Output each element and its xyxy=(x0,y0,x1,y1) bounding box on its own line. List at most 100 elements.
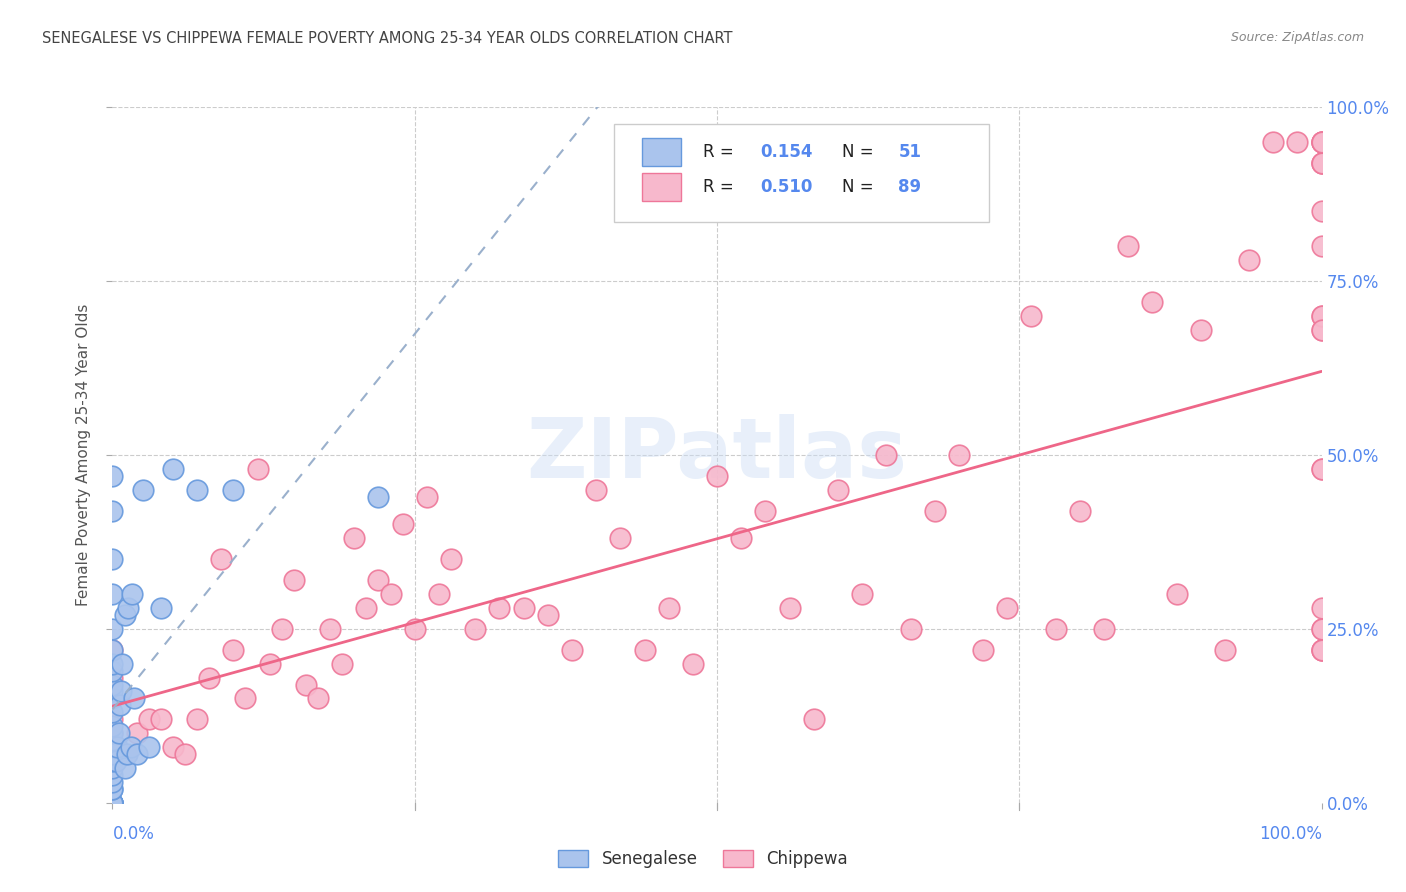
Point xyxy=(138,740,160,755)
Point xyxy=(1310,135,1333,149)
Point xyxy=(101,726,124,740)
Point xyxy=(1310,135,1333,149)
Point xyxy=(730,532,752,546)
Point xyxy=(132,483,155,497)
Point xyxy=(391,517,413,532)
Point xyxy=(404,622,426,636)
Point xyxy=(512,601,534,615)
Point xyxy=(1310,642,1333,657)
Point xyxy=(101,796,124,810)
Point xyxy=(1237,253,1260,268)
Point xyxy=(356,601,378,615)
Point xyxy=(900,622,922,636)
Point xyxy=(101,642,124,657)
Y-axis label: Female Poverty Among 25-34 Year Olds: Female Poverty Among 25-34 Year Olds xyxy=(76,304,91,606)
Point xyxy=(105,754,128,768)
Point xyxy=(101,768,124,782)
Point xyxy=(101,706,124,720)
Point xyxy=(101,587,124,601)
Point xyxy=(101,747,124,761)
Point xyxy=(101,761,124,775)
Point xyxy=(1310,622,1333,636)
Point xyxy=(1310,155,1333,169)
Point xyxy=(1021,309,1043,323)
Point xyxy=(101,754,124,768)
Point xyxy=(875,448,897,462)
Point xyxy=(682,657,704,671)
Point xyxy=(1310,155,1333,169)
Point xyxy=(380,587,402,601)
Point xyxy=(1116,239,1139,253)
Text: 89: 89 xyxy=(898,178,921,196)
Point xyxy=(125,726,148,740)
Point xyxy=(209,552,232,566)
Point xyxy=(1310,323,1333,337)
Text: Source: ZipAtlas.com: Source: ZipAtlas.com xyxy=(1230,31,1364,45)
Point xyxy=(101,796,124,810)
Point xyxy=(101,671,124,685)
Point xyxy=(101,796,124,810)
Point xyxy=(561,642,583,657)
Point xyxy=(1310,462,1333,476)
Point xyxy=(330,657,353,671)
Point xyxy=(101,712,124,726)
Point xyxy=(186,712,208,726)
Point xyxy=(948,448,970,462)
Point xyxy=(101,781,124,796)
Point xyxy=(972,642,994,657)
Point xyxy=(162,740,184,755)
Point xyxy=(122,691,145,706)
Point xyxy=(995,601,1018,615)
Point xyxy=(1310,239,1333,253)
Point xyxy=(174,747,197,761)
Point xyxy=(149,601,172,615)
Point xyxy=(803,712,825,726)
Point xyxy=(1142,294,1164,309)
Legend: Senegalese, Chippewa: Senegalese, Chippewa xyxy=(551,843,855,875)
Point xyxy=(1310,642,1333,657)
Point xyxy=(101,796,124,810)
Point xyxy=(1310,323,1333,337)
Point xyxy=(107,726,129,740)
Point xyxy=(138,712,160,726)
Point xyxy=(101,657,124,671)
Point xyxy=(1310,462,1333,476)
Point xyxy=(1310,622,1333,636)
Point xyxy=(101,796,124,810)
Point xyxy=(108,698,131,713)
Point xyxy=(754,503,776,517)
Point xyxy=(222,483,245,497)
Point xyxy=(117,601,139,615)
Point xyxy=(101,642,124,657)
Text: SENEGALESE VS CHIPPEWA FEMALE POVERTY AMONG 25-34 YEAR OLDS CORRELATION CHART: SENEGALESE VS CHIPPEWA FEMALE POVERTY AM… xyxy=(42,31,733,46)
Point xyxy=(367,490,389,504)
Point xyxy=(319,622,342,636)
Point xyxy=(101,664,124,678)
Point xyxy=(1092,622,1115,636)
Point xyxy=(101,781,124,796)
Point xyxy=(440,552,463,566)
Point xyxy=(186,483,208,497)
Point xyxy=(464,622,486,636)
Point xyxy=(1213,642,1236,657)
Text: 100.0%: 100.0% xyxy=(1258,825,1322,843)
Point xyxy=(1310,642,1333,657)
Text: R =: R = xyxy=(703,144,738,161)
Point xyxy=(121,587,143,601)
Point xyxy=(1286,135,1309,149)
Point xyxy=(609,532,631,546)
Point xyxy=(101,684,124,698)
Point xyxy=(111,657,134,671)
Point xyxy=(779,601,801,615)
Point xyxy=(851,587,873,601)
Point xyxy=(162,462,184,476)
Point xyxy=(270,622,292,636)
Text: 51: 51 xyxy=(898,144,921,161)
Point xyxy=(427,587,450,601)
Point xyxy=(658,601,681,615)
Point xyxy=(283,573,305,587)
Point xyxy=(101,677,124,691)
Point xyxy=(114,761,136,775)
Point xyxy=(235,691,257,706)
Point xyxy=(1166,587,1188,601)
